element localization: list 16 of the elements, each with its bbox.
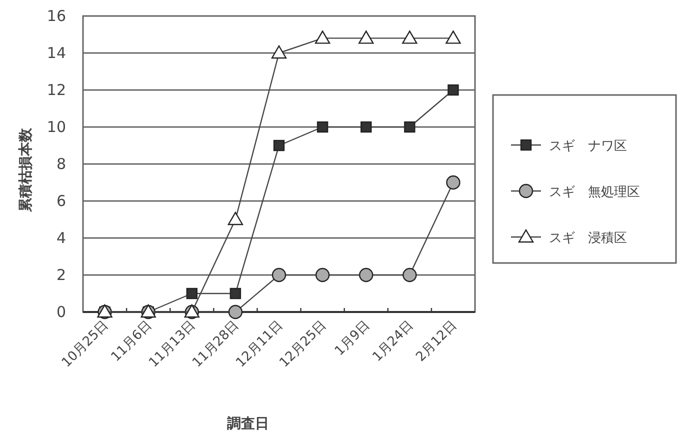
y-tick-label: 10 (46, 118, 66, 136)
y-tick-label: 6 (56, 192, 66, 210)
y-tick-label: 14 (46, 44, 66, 62)
y-tick-label: 0 (56, 303, 66, 321)
x-axis-title: 調査日 (227, 415, 269, 432)
y-tick-label: 8 (56, 155, 66, 173)
x-tick-label: 2月12日 (414, 318, 460, 365)
y-tick-label: 2 (56, 266, 66, 284)
y-tick-label: 12 (46, 81, 66, 99)
legend-label: スギ ナワ区 (549, 139, 627, 154)
y-tick-label: 4 (56, 229, 66, 247)
legend-label: スギ 無処理区 (549, 185, 640, 200)
legend-label: スギ 浸積区 (549, 231, 627, 246)
y-tick-label: 16 (46, 7, 66, 25)
x-tick-label: 10月25日 (59, 318, 112, 371)
y-axis-title: 累積枯損本数 (18, 127, 34, 213)
